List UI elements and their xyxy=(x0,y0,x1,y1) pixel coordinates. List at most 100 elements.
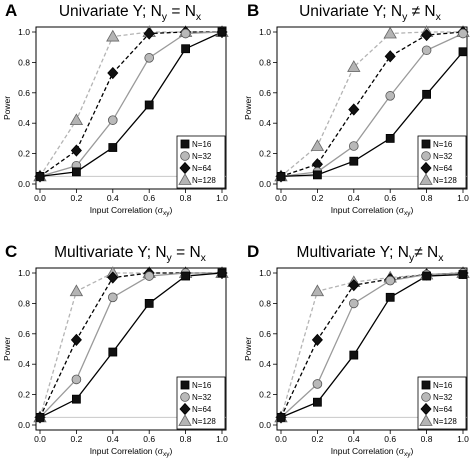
series-line-n-64 xyxy=(280,31,464,178)
series-line-n-16 xyxy=(280,273,464,418)
legend-label: N=64 xyxy=(433,164,453,173)
data-point xyxy=(69,284,84,297)
x-tick-label: 0.6 xyxy=(384,434,396,444)
panel-d: D Multivariate Y; Ny≠ Nx 0.0 0.2 0.4 0.6 0.8 1.… xyxy=(243,242,470,458)
data-point xyxy=(181,44,191,54)
data-point xyxy=(312,379,323,389)
x-tick-label: 0.0 xyxy=(34,434,46,444)
x-tick-label: 0.8 xyxy=(180,434,192,444)
x-tick-label: 0.0 xyxy=(275,434,287,444)
legend-label: N=32 xyxy=(433,393,453,402)
x-tick-label: 0.8 xyxy=(180,193,192,203)
legend-marker xyxy=(180,151,190,161)
panel-letter: A xyxy=(5,1,17,20)
legend-marker xyxy=(180,392,190,402)
data-point xyxy=(458,28,468,39)
legend: N=16 N=32 N=64 N=128 xyxy=(417,135,467,189)
y-tick-label: 0.6 xyxy=(18,329,30,339)
data-point xyxy=(385,292,395,302)
legend-label: N=32 xyxy=(433,152,453,161)
y-axis-label: Power xyxy=(243,337,253,361)
data-point xyxy=(144,100,154,110)
legend-label: N=64 xyxy=(192,405,212,414)
legend-label: N=32 xyxy=(192,393,212,402)
legend-marker xyxy=(419,173,433,185)
panel-title: Multivariate Y; Ny≠ Nx xyxy=(297,244,445,264)
data-point xyxy=(35,412,45,422)
y-tick-label: 0.6 xyxy=(259,88,271,98)
y-tick-label: 0.0 xyxy=(259,179,271,189)
panel-title: Multivariate Y; Ny = Nx xyxy=(54,244,207,264)
data-point xyxy=(108,143,118,152)
series-line-n-32 xyxy=(280,32,464,178)
y-tick-label: 0.6 xyxy=(18,88,30,98)
y-axis-label: Power xyxy=(243,96,253,120)
legend-marker xyxy=(180,139,190,149)
data-point xyxy=(143,27,155,40)
y-tick-label: 1.0 xyxy=(259,268,271,278)
data-point xyxy=(349,156,359,166)
panel-title: Univariate Y; Ny = Nx xyxy=(59,3,202,23)
x-tick-label: 0.6 xyxy=(384,193,396,203)
data-point xyxy=(383,26,397,39)
data-point xyxy=(107,66,119,80)
x-tick-label: 0.6 xyxy=(143,193,155,203)
series-line-n-16 xyxy=(39,272,223,418)
data-point xyxy=(312,397,322,407)
legend: N=16 N=32 N=64 N=128 xyxy=(176,135,226,189)
legend-marker xyxy=(421,392,431,402)
data-point xyxy=(422,271,432,281)
legend-marker xyxy=(421,380,431,390)
data-point xyxy=(70,144,82,157)
x-tick-label: 0.8 xyxy=(421,434,433,444)
x-tick-label: 1.0 xyxy=(216,193,228,203)
y-tick-label: 0.8 xyxy=(259,298,271,308)
data-point xyxy=(72,167,81,177)
data-point xyxy=(144,53,155,63)
plot-frame xyxy=(35,267,227,431)
data-point xyxy=(310,284,325,297)
y-tick-label: 0.2 xyxy=(259,390,271,400)
data-point xyxy=(276,171,286,181)
legend: N=16 N=32 N=64 N=128 xyxy=(417,376,467,430)
data-point xyxy=(311,333,323,346)
x-tick-label: 0.0 xyxy=(275,193,287,203)
legend-label: N=64 xyxy=(433,405,453,414)
legend-marker xyxy=(178,414,192,426)
x-axis-label: Input Correlation (σxy) xyxy=(331,446,414,458)
data-point xyxy=(458,47,468,57)
data-point xyxy=(348,141,359,151)
x-axis-label: Input Correlation (σxy) xyxy=(90,205,173,217)
x-tick-label: 1.0 xyxy=(457,434,469,444)
series-line-n-64 xyxy=(39,31,222,177)
data-point xyxy=(180,28,191,39)
plot-frame xyxy=(35,26,227,190)
x-tick-label: 1.0 xyxy=(457,193,469,203)
panel-c: C Multivariate Y; Ny = Nx 0.0 0.2 0.4 0.6 0.8 1… xyxy=(2,242,229,458)
y-tick-label: 0.8 xyxy=(259,57,271,67)
x-tick-label: 0.4 xyxy=(348,434,360,444)
legend-label: N=64 xyxy=(192,164,212,173)
legend-marker xyxy=(421,151,431,161)
x-tick-label: 0.2 xyxy=(311,193,323,203)
y-tick-label: 0.0 xyxy=(18,420,30,430)
legend-label: N=16 xyxy=(192,381,212,390)
y-tick-label: 0.4 xyxy=(259,118,271,128)
legend-label: N=128 xyxy=(192,176,216,185)
data-point xyxy=(348,103,360,116)
data-point xyxy=(72,394,81,404)
data-point xyxy=(458,270,468,279)
y-axis-label: Power xyxy=(2,337,12,361)
x-tick-label: 0.4 xyxy=(348,193,360,203)
data-point xyxy=(107,271,119,284)
y-tick-label: 1.0 xyxy=(259,27,271,37)
series-line-n-16 xyxy=(280,51,464,178)
legend-marker xyxy=(419,414,433,426)
y-tick-label: 0.4 xyxy=(259,359,271,369)
data-point xyxy=(347,60,361,72)
data-point xyxy=(421,28,433,42)
x-tick-label: 0.2 xyxy=(70,434,82,444)
y-tick-label: 0.0 xyxy=(18,179,30,189)
series-line-n-16 xyxy=(39,31,223,178)
